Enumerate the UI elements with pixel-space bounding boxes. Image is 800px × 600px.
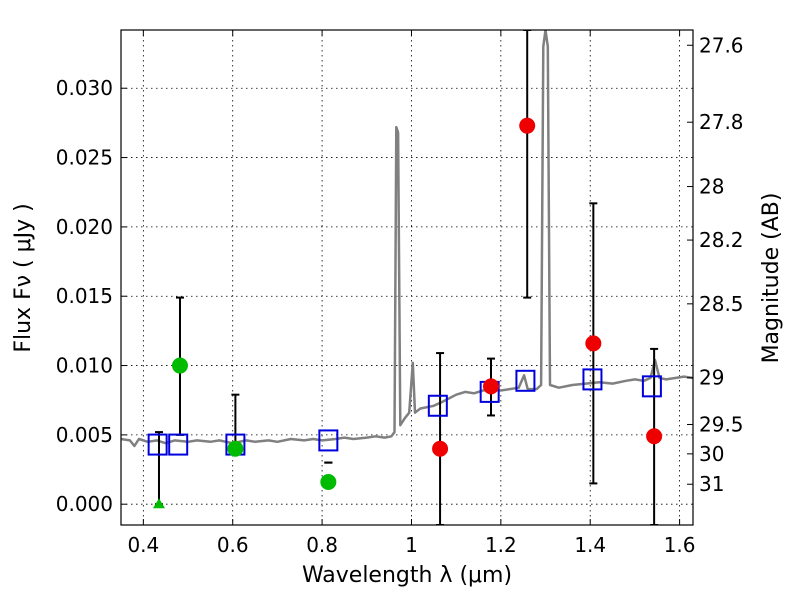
mag-tick-label: 27.8 (699, 110, 744, 134)
x-tick-label: 0.6 (217, 533, 249, 557)
x-tick-label: 0.8 (306, 533, 338, 557)
green-data-point (227, 440, 244, 457)
mag-tick-label: 31 (699, 472, 724, 496)
x-tick-label: 1.2 (485, 533, 517, 557)
y-axis-label: Flux Fν ( μJy ) (11, 203, 36, 352)
ticks (121, 30, 693, 525)
red-data-point (646, 428, 663, 445)
model-square (147, 433, 168, 456)
plot-frame (120, 29, 694, 526)
y2-axis-label: Magnitude (AB) (759, 193, 784, 364)
red-data-point (432, 440, 449, 457)
model-square (427, 394, 448, 417)
upper-limit-triangle (152, 498, 165, 509)
y-tick-label: 0.010 (56, 354, 113, 378)
y-tick-label: 0.030 (56, 76, 113, 100)
model-square (318, 429, 339, 452)
green-data-point (320, 474, 337, 491)
y-tick-label: 0.025 (56, 146, 113, 170)
model-square (168, 433, 189, 456)
mag-tick-label: 29 (699, 366, 724, 390)
mag-tick-label: 28.2 (699, 228, 744, 252)
y-tick-label: 0.015 (56, 284, 113, 308)
tick-labels: 0.4 0.6 0.8 1 1.2 1.4 1.6 0.000 0.005 0.010 0.015 0… (56, 33, 744, 557)
x-tick-label: 1.6 (664, 533, 696, 557)
red-data-point (585, 335, 602, 352)
model-square (641, 375, 662, 398)
marker-layer (147, 117, 663, 509)
grid (121, 30, 693, 525)
x-tick-label: 0.4 (127, 533, 159, 557)
mag-tick-label: 27.6 (699, 33, 744, 57)
mag-tick-label: 30 (699, 442, 724, 466)
red-data-point (483, 378, 500, 395)
x-axis-label: Wavelength λ (μm) (302, 563, 512, 588)
mag-tick-label: 29.5 (699, 412, 744, 436)
x-tick-label: 1.4 (574, 533, 606, 557)
x-tick-label: 1 (405, 533, 418, 557)
model-square (515, 369, 536, 392)
mag-tick-label: 28.5 (699, 292, 744, 316)
green-data-point (171, 357, 188, 374)
y-tick-label: 0.005 (56, 423, 113, 447)
y-tick-label: 0.020 (56, 215, 113, 239)
red-data-point (519, 117, 536, 134)
model-square (582, 368, 603, 391)
mag-tick-label: 28 (699, 175, 724, 199)
y-tick-label: 0.000 (56, 492, 113, 516)
